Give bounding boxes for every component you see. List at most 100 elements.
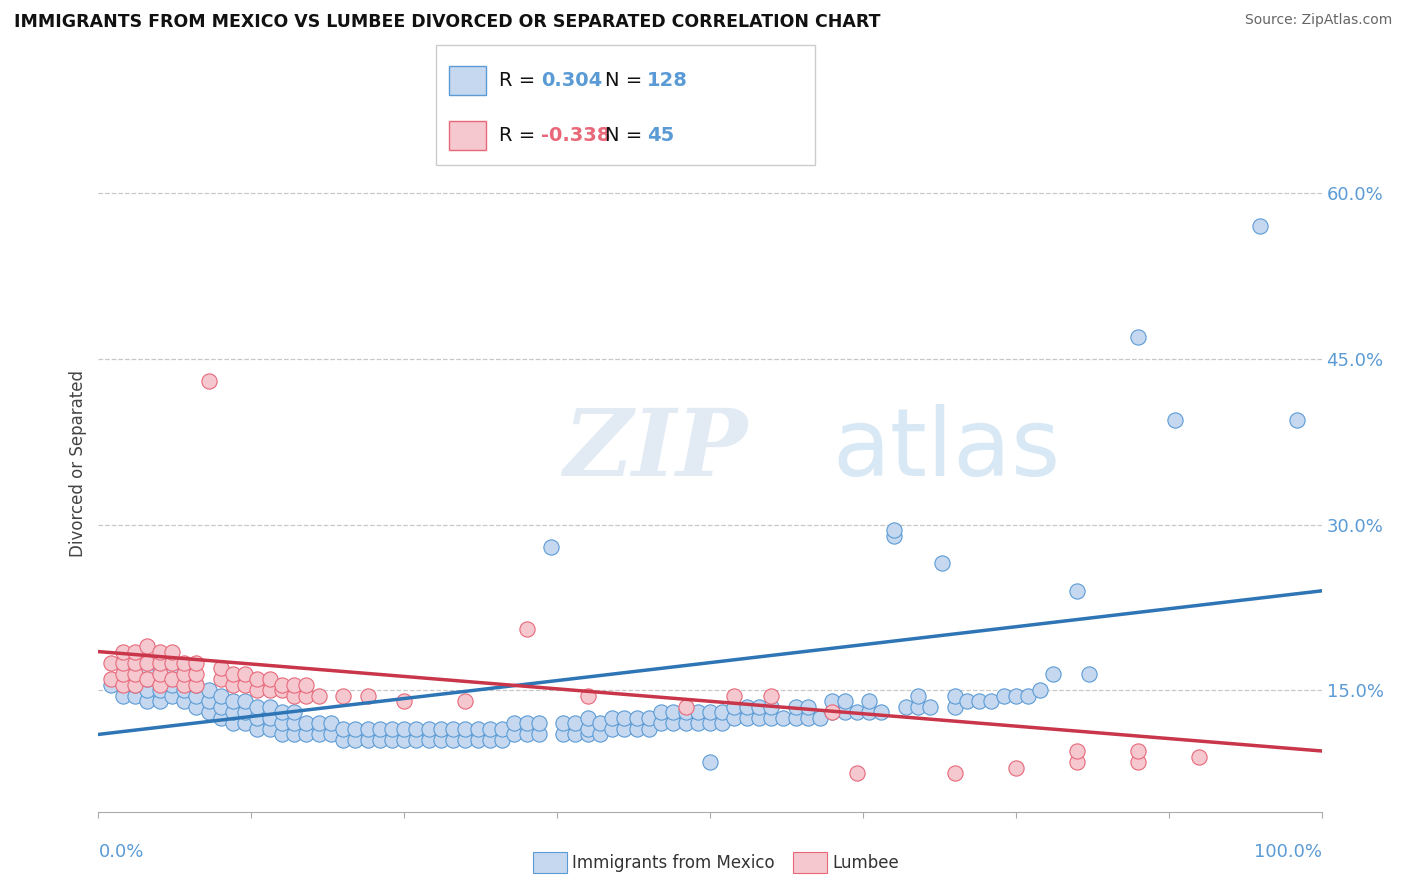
Point <box>136 672 159 686</box>
Point <box>821 706 844 720</box>
Point <box>785 711 807 725</box>
Point <box>344 733 367 747</box>
Point <box>540 540 562 554</box>
Point <box>761 689 783 703</box>
Point <box>209 699 232 714</box>
Point <box>246 711 269 725</box>
Text: -0.338: -0.338 <box>541 126 610 145</box>
Point <box>748 711 770 725</box>
Point <box>1066 744 1088 758</box>
Point <box>186 656 208 670</box>
Point <box>149 694 172 708</box>
Point <box>418 733 440 747</box>
Point <box>270 727 294 741</box>
Point <box>1128 744 1150 758</box>
Point <box>1004 689 1026 703</box>
Point <box>638 722 661 736</box>
Point <box>845 766 868 780</box>
Point <box>821 694 844 708</box>
Point <box>907 699 929 714</box>
Point <box>111 666 134 681</box>
Point <box>124 678 146 692</box>
Point <box>576 722 599 736</box>
Point <box>160 689 183 703</box>
Point <box>136 683 159 698</box>
Point <box>564 716 586 731</box>
Point <box>675 699 697 714</box>
Point <box>160 678 183 692</box>
Point <box>491 733 513 747</box>
Point <box>186 666 208 681</box>
Point <box>761 711 783 725</box>
Point <box>576 689 599 703</box>
Point <box>222 666 245 681</box>
Text: 0.304: 0.304 <box>541 70 603 90</box>
Point <box>943 766 966 780</box>
Point <box>308 716 330 731</box>
Point <box>723 699 745 714</box>
Text: N =: N = <box>605 70 648 90</box>
Point <box>564 727 586 741</box>
Point <box>233 678 256 692</box>
Point <box>478 733 501 747</box>
Point <box>259 722 281 736</box>
Point <box>993 689 1015 703</box>
Point <box>368 722 391 736</box>
Point <box>418 722 440 736</box>
Point <box>270 678 294 692</box>
Point <box>295 727 318 741</box>
Point <box>503 716 526 731</box>
Point <box>454 733 477 747</box>
Point <box>686 706 709 720</box>
Point <box>124 678 146 692</box>
Y-axis label: Divorced or Separated: Divorced or Separated <box>69 370 87 558</box>
Point <box>626 722 648 736</box>
Point <box>197 706 219 720</box>
Point <box>308 689 330 703</box>
Point <box>662 716 685 731</box>
Point <box>675 706 697 720</box>
Text: 0.0%: 0.0% <box>98 843 143 861</box>
Point <box>186 678 208 692</box>
Point <box>392 694 416 708</box>
Point <box>870 706 893 720</box>
Point <box>222 706 245 720</box>
Point <box>295 689 318 703</box>
Point <box>111 689 134 703</box>
Point <box>283 689 305 703</box>
Point <box>527 727 550 741</box>
Point <box>173 656 195 670</box>
Point <box>222 716 245 731</box>
Point <box>381 722 404 736</box>
Point <box>772 711 794 725</box>
Point <box>124 656 146 670</box>
Point <box>332 722 354 736</box>
Point <box>441 733 464 747</box>
Point <box>356 733 378 747</box>
Point <box>430 733 453 747</box>
Point <box>173 672 195 686</box>
Point <box>160 656 183 670</box>
Point <box>650 706 672 720</box>
Point <box>1128 330 1150 344</box>
Point <box>515 716 537 731</box>
Point <box>723 689 745 703</box>
Point <box>1286 412 1309 426</box>
Point <box>626 711 648 725</box>
Point <box>270 706 294 720</box>
Point <box>675 716 697 731</box>
Text: Source: ZipAtlas.com: Source: ZipAtlas.com <box>1244 13 1392 28</box>
Point <box>283 706 305 720</box>
Point <box>197 683 219 698</box>
Point <box>638 711 661 725</box>
Point <box>124 656 146 670</box>
Point <box>478 722 501 736</box>
Point <box>467 733 489 747</box>
Text: 128: 128 <box>647 70 688 90</box>
Point <box>392 722 416 736</box>
Point <box>283 678 305 692</box>
Point <box>222 694 245 708</box>
Point <box>600 711 623 725</box>
Point <box>515 623 537 637</box>
Point <box>136 639 159 653</box>
